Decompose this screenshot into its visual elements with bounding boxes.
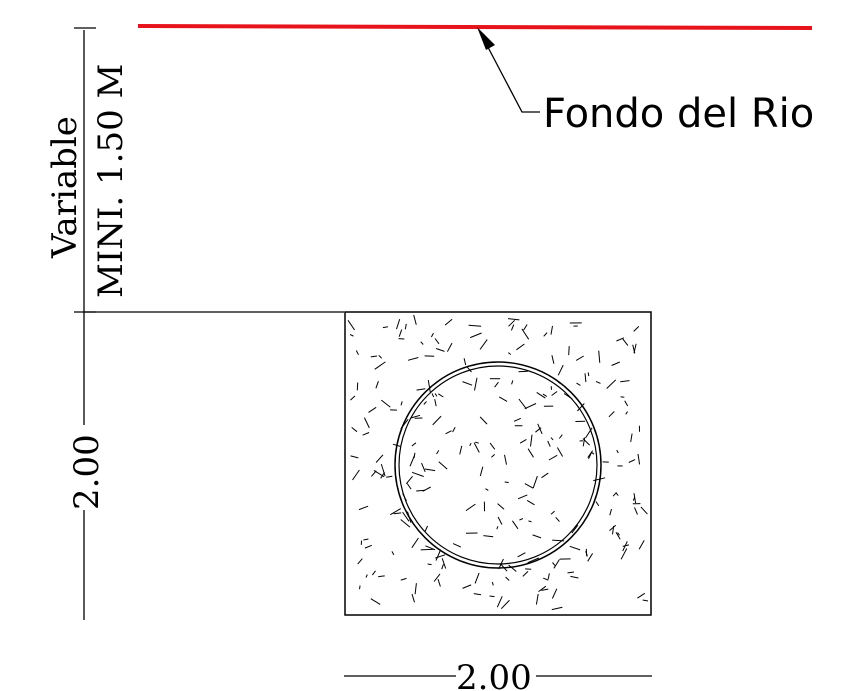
variable-dim-label: Variable [45, 116, 85, 259]
concrete-box [344, 311, 652, 616]
box-width-dim-label: 2.00 [456, 658, 532, 691]
river-bed-line [137, 24, 813, 30]
box-height-dim [83, 311, 344, 620]
box-height-dim-label: 2.00 [67, 434, 107, 510]
concrete-hatch [347, 314, 649, 611]
min-depth-dim-label: MINI. 1.50 M [91, 64, 131, 298]
pipe-inner [398, 365, 598, 565]
river-label-leader [477, 27, 540, 113]
river-bed-label: Fondo del Rio [543, 91, 814, 137]
pipe-outer [394, 361, 602, 569]
